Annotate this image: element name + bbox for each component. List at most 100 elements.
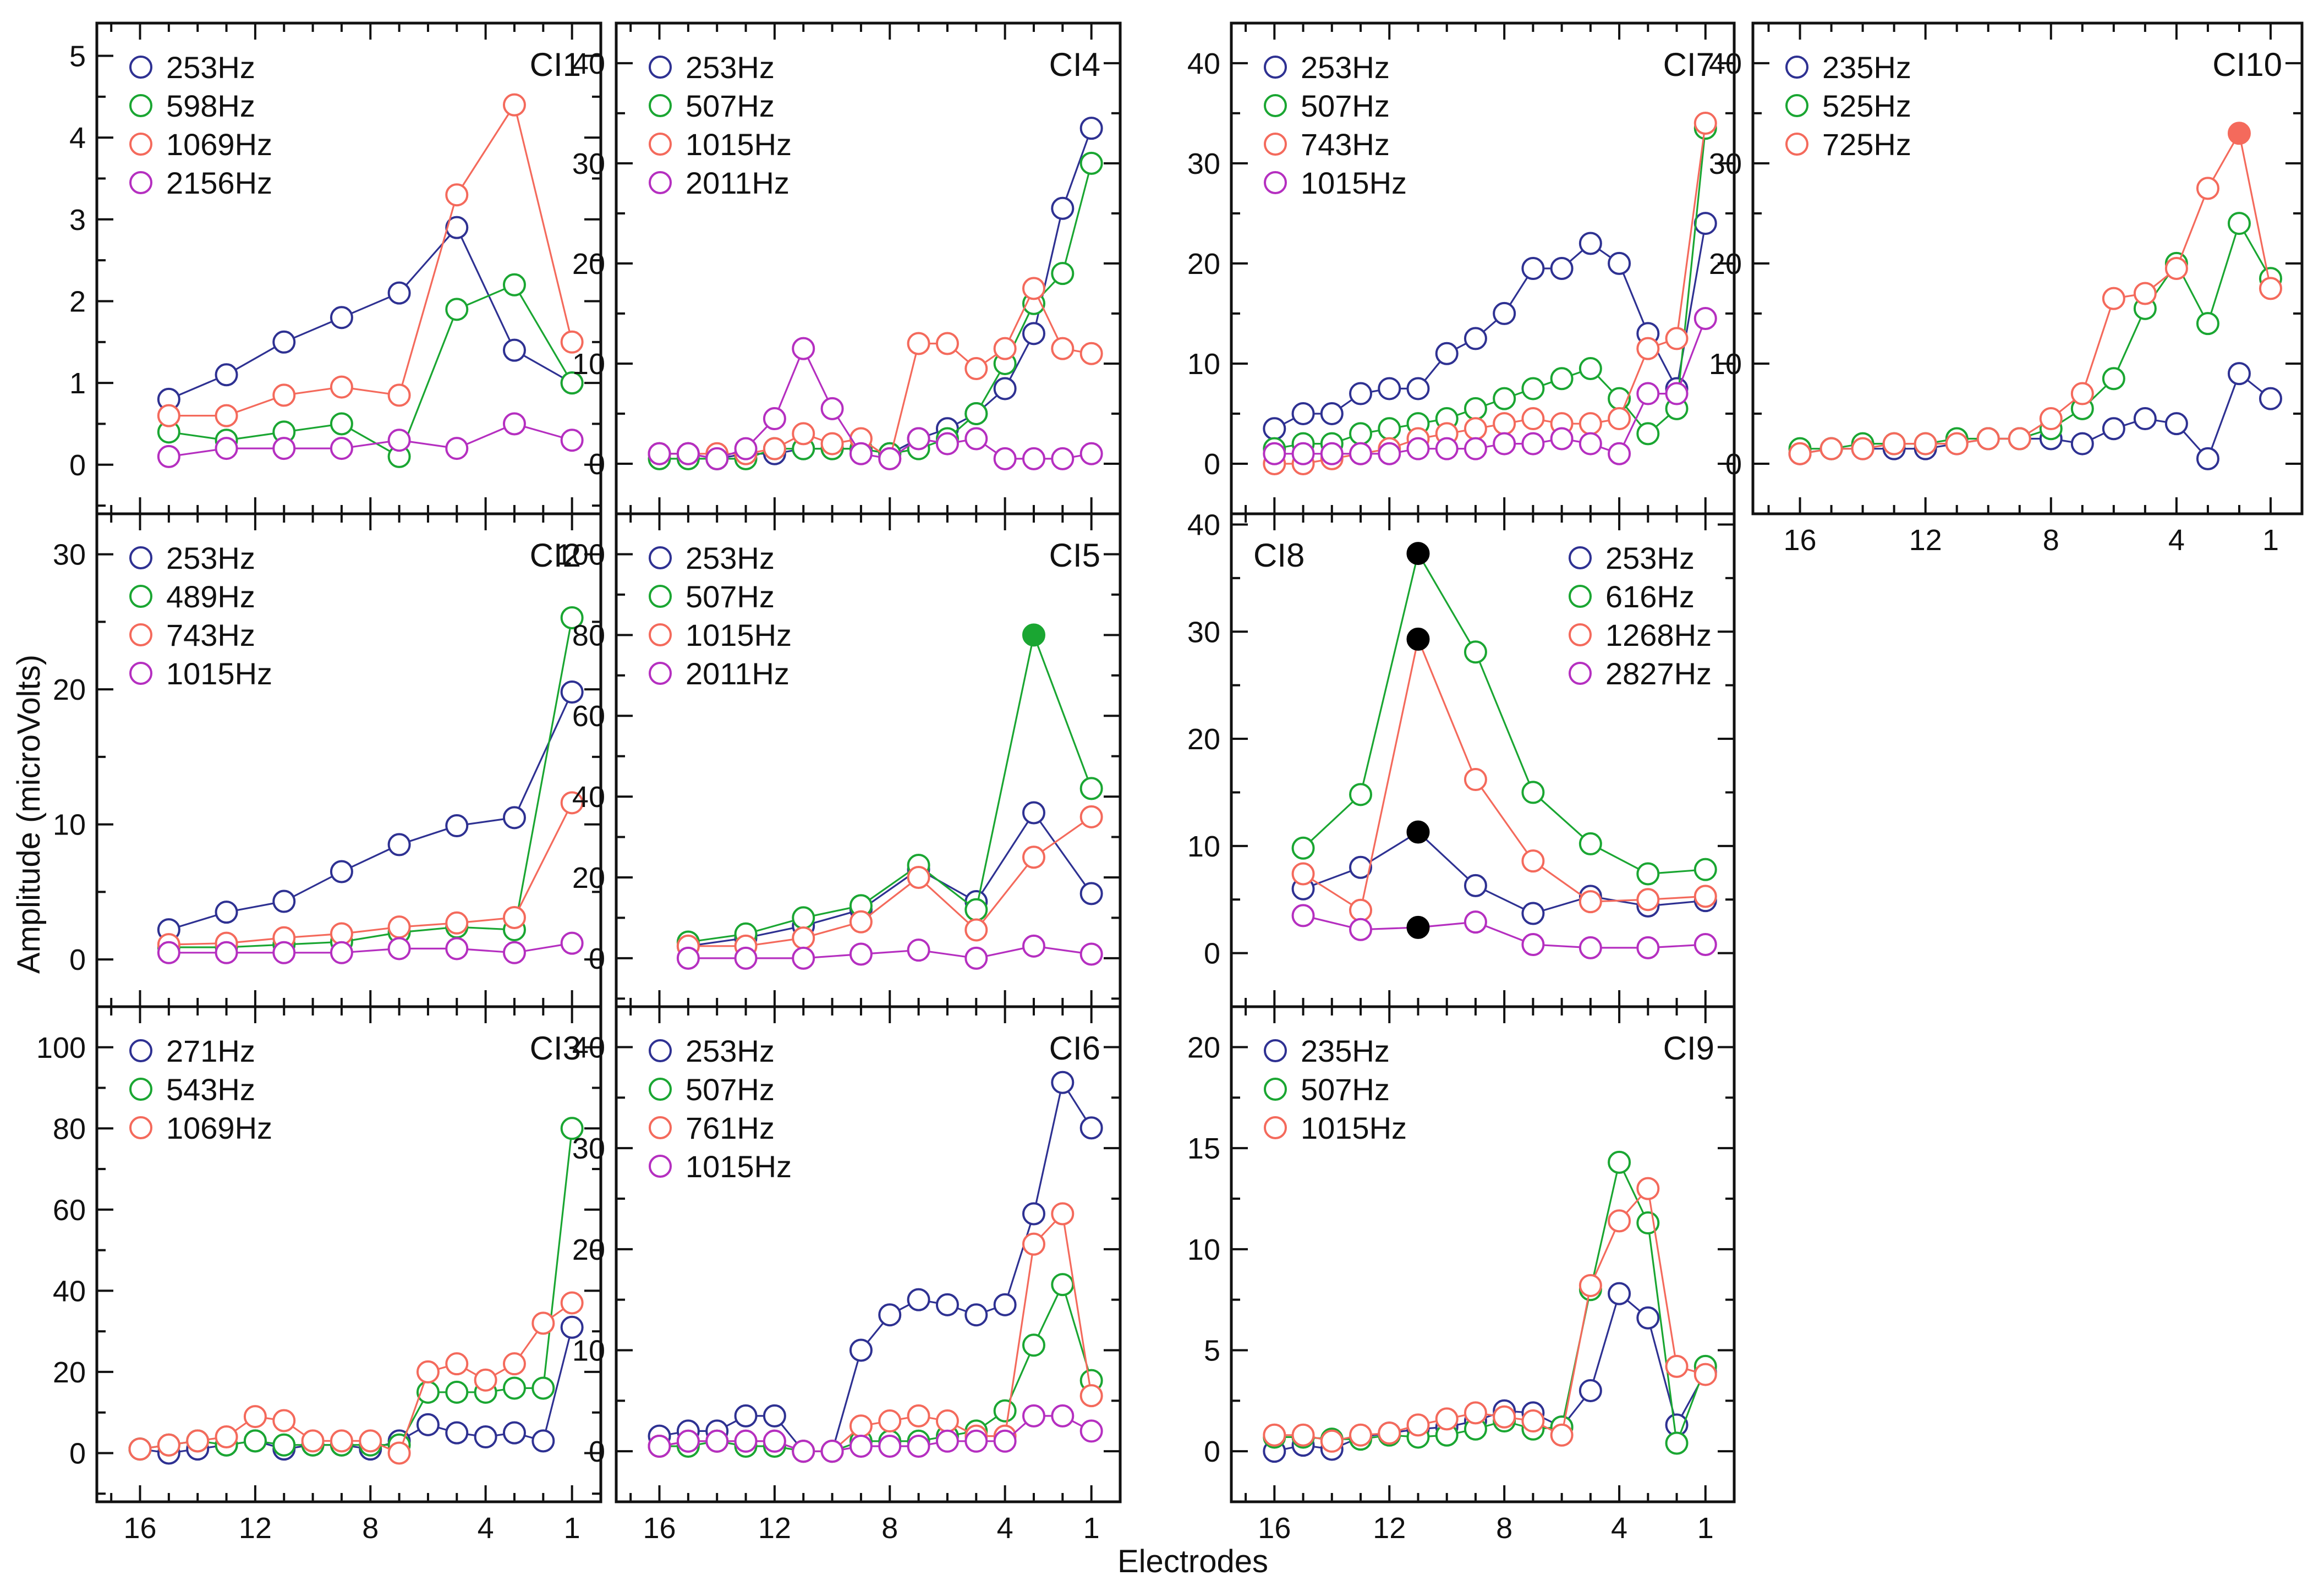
data-point — [1464, 874, 1487, 897]
data-point — [1349, 918, 1373, 941]
data-point — [387, 937, 411, 960]
data-point — [1079, 1384, 1103, 1408]
x-tick-label: 4 — [997, 1512, 1013, 1545]
data-point — [445, 1352, 469, 1376]
data-point — [993, 1399, 1017, 1423]
data-point — [1051, 1071, 1075, 1094]
panel-ci5: 0 20 40 60 80 100 CI5 253Hz 507Hz 1015Hz 2011Hz — [556, 512, 1122, 1008]
data-point — [1022, 1232, 1045, 1256]
y-tick-label: 0 — [1204, 1435, 1220, 1468]
data-point — [1464, 397, 1487, 420]
data-point — [705, 447, 729, 470]
y-tick-label: 40 — [572, 47, 605, 80]
data-point — [445, 814, 469, 838]
data-point — [1521, 1409, 1545, 1433]
data-point — [2196, 177, 2219, 200]
data-point — [1435, 1407, 1459, 1431]
data-point — [1022, 277, 1045, 300]
y-tick-label: 30 — [1709, 147, 1742, 180]
data-point — [849, 1338, 873, 1362]
x-tick-label: 4 — [478, 1512, 494, 1545]
data-point — [935, 332, 959, 355]
panel-ci1: 0 1 2 3 4 5 CI1 253Hz 598Hz 1069Hz 2156Hz — [69, 21, 602, 515]
data-point — [1051, 262, 1075, 286]
data-point — [474, 1368, 497, 1392]
data-point — [157, 941, 180, 964]
data-point — [849, 1414, 873, 1438]
data-point — [1051, 337, 1075, 360]
data-point — [907, 938, 930, 962]
series-1069hz — [128, 1291, 584, 1465]
legend-label: 1015Hz — [166, 656, 272, 691]
data-point — [964, 357, 988, 381]
series-725hz — [1788, 122, 2282, 465]
legend-marker — [1569, 623, 1592, 646]
data-point — [531, 1429, 555, 1453]
legend-label: 271Hz — [166, 1034, 255, 1068]
data-point — [1493, 301, 1516, 325]
legend-marker — [649, 662, 672, 685]
data-point — [502, 338, 526, 362]
y-tick-label: 10 — [572, 348, 605, 381]
data-point — [560, 1291, 584, 1315]
data-point — [1521, 902, 1545, 925]
data-point — [820, 1440, 844, 1463]
legend-label: 1015Hz — [1301, 166, 1407, 200]
data-point — [1578, 936, 1602, 959]
data-point — [1521, 407, 1545, 431]
y-tick-label: 30 — [1187, 616, 1220, 649]
legend-marker — [129, 1039, 152, 1062]
y-tick-label: 20 — [1709, 248, 1742, 281]
legend-label: 1069Hz — [166, 1111, 272, 1145]
data-point — [964, 402, 988, 425]
data-point — [1693, 212, 1717, 235]
data-point — [993, 1293, 1017, 1316]
data-point — [1550, 1423, 1574, 1447]
data-point — [1693, 112, 1717, 135]
data-point — [1291, 1423, 1315, 1447]
series-line — [659, 346, 1092, 460]
data-point — [272, 330, 296, 354]
data-point — [272, 1433, 296, 1457]
data-point — [2070, 432, 2094, 455]
data-point — [1636, 888, 1660, 912]
data-point — [1493, 432, 1516, 455]
y-tick-label: 100 — [36, 1031, 86, 1064]
x-tick-label: 12 — [1909, 524, 1942, 557]
y-axis-title: Amplitude (microVolts) — [11, 655, 47, 974]
data-point — [1578, 232, 1602, 255]
data-point — [1578, 412, 1602, 436]
data-point — [1636, 862, 1660, 886]
y-tick-label: 10 — [1709, 348, 1742, 381]
data-point — [560, 1315, 584, 1339]
data-point — [2196, 312, 2219, 336]
data-point — [272, 941, 296, 964]
data-point — [1349, 783, 1373, 806]
series-1015hz — [676, 805, 1103, 958]
data-point — [705, 1429, 729, 1453]
data-point — [763, 407, 786, 431]
data-point — [387, 833, 411, 857]
data-point — [1578, 1379, 1602, 1402]
data-point — [1022, 1404, 1045, 1428]
legend-marker — [129, 1116, 152, 1139]
data-point — [907, 427, 930, 451]
legend-marker — [129, 662, 152, 685]
data-point — [1022, 801, 1045, 825]
data-point — [1291, 836, 1315, 860]
legend-label: 253Hz — [686, 1034, 775, 1068]
data-point — [935, 1429, 959, 1453]
x-tick-label: 8 — [881, 1512, 898, 1545]
legend-marker — [1569, 546, 1592, 569]
series-line — [1800, 130, 2272, 455]
y-tick-label: 0 — [1204, 937, 1220, 970]
data-point — [387, 383, 411, 407]
data-point — [1406, 627, 1430, 651]
data-point — [1464, 1401, 1487, 1425]
y-tick-label: 0 — [69, 943, 86, 976]
data-point — [1320, 402, 1344, 425]
data-point — [820, 432, 844, 455]
data-point — [1349, 422, 1373, 446]
data-point — [1608, 251, 1631, 275]
series-2827hz — [1291, 904, 1717, 959]
